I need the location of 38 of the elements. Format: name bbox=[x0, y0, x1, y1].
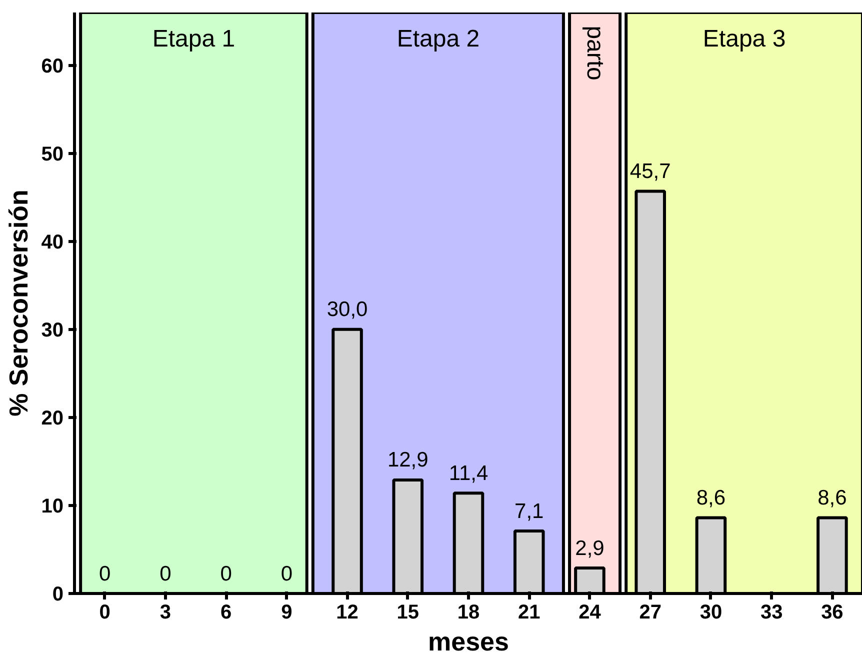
x-tick-label: 9 bbox=[281, 602, 292, 624]
y-tick-label: 30 bbox=[41, 319, 64, 342]
x-tick-label: 27 bbox=[639, 602, 662, 624]
x-tick-label: 36 bbox=[821, 602, 844, 624]
band-label: parto bbox=[581, 26, 608, 80]
y-tick-label: 60 bbox=[41, 55, 64, 78]
x-tick-label: 12 bbox=[336, 602, 358, 624]
x-tick-label: 0 bbox=[99, 602, 110, 624]
x-tick-label: 24 bbox=[578, 602, 602, 624]
band-label: Etapa 2 bbox=[396, 26, 480, 53]
data-label: 12,9 bbox=[387, 448, 428, 472]
y-tick-label: 10 bbox=[41, 495, 64, 518]
band-label: Etapa 1 bbox=[152, 26, 236, 53]
y-tick-label: 40 bbox=[41, 231, 64, 254]
data-label: 30,0 bbox=[326, 298, 368, 322]
x-tick-label: 6 bbox=[220, 602, 232, 624]
data-label: 0 bbox=[98, 562, 111, 586]
x-tick-label: 18 bbox=[457, 602, 480, 624]
y-axis-title: % Seroconversión bbox=[3, 190, 34, 416]
y-tick-label: 0 bbox=[52, 584, 64, 606]
band-label: Etapa 3 bbox=[702, 26, 786, 53]
x-tick-label: 33 bbox=[760, 602, 783, 624]
x-tick-label: 21 bbox=[518, 602, 540, 624]
x-tick-label: 30 bbox=[700, 602, 722, 624]
data-label: 7,1 bbox=[514, 500, 544, 523]
x-tick-label: 3 bbox=[160, 602, 171, 624]
x-tick-label: 15 bbox=[396, 602, 420, 624]
y-tick-label: 50 bbox=[41, 143, 64, 166]
data-label: 8,6 bbox=[818, 486, 847, 510]
y-tick-label: 20 bbox=[41, 407, 64, 430]
data-label: 11,4 bbox=[448, 462, 488, 485]
data-label: 8,6 bbox=[696, 486, 726, 510]
data-label: 0 bbox=[220, 562, 232, 586]
x-axis-title: meses bbox=[428, 626, 509, 656]
data-label: 0 bbox=[160, 562, 172, 586]
data-label: 2,9 bbox=[575, 536, 604, 560]
data-label: 0 bbox=[280, 562, 292, 586]
data-label: 45,7 bbox=[630, 160, 671, 183]
